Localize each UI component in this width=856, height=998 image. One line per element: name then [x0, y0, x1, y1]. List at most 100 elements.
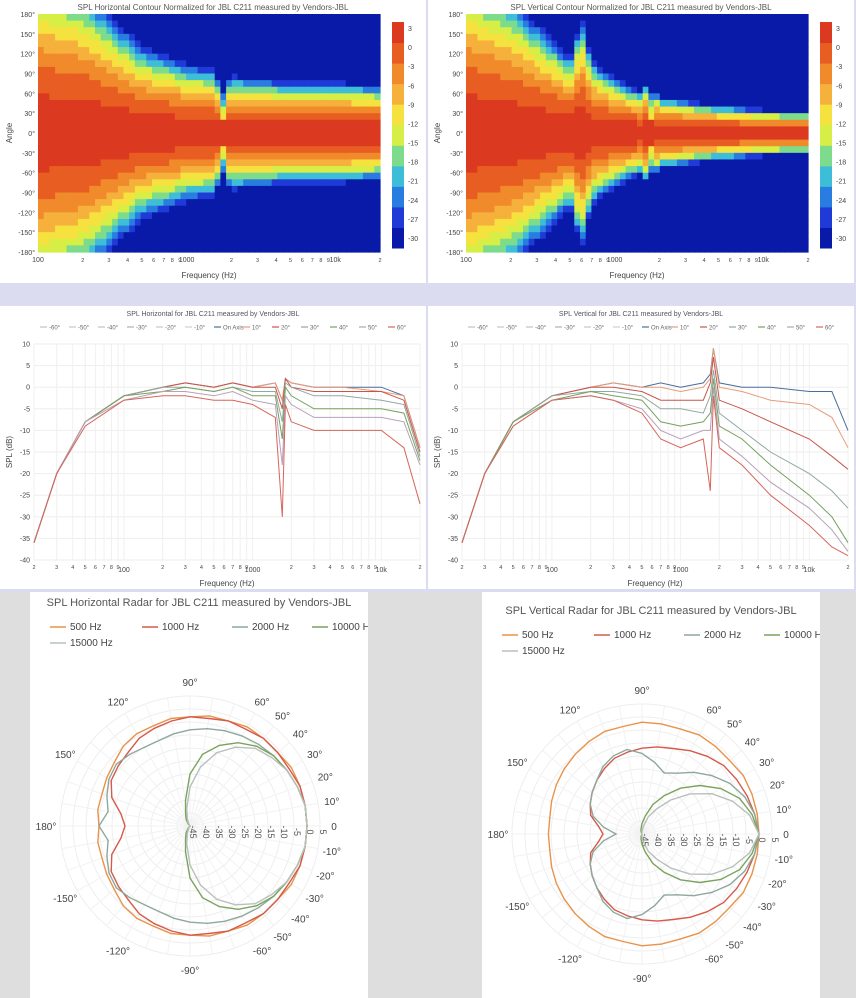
heatmap-cell	[305, 139, 313, 147]
heatmap-cell	[676, 199, 684, 207]
heatmap-cell	[362, 172, 370, 180]
heatmap-cell	[580, 205, 587, 213]
heatmap-cell	[43, 245, 50, 253]
heatmap-cell	[191, 185, 199, 194]
heatmap-cell	[517, 185, 524, 194]
heatmap-cell	[152, 238, 159, 246]
heatmap-cell	[796, 166, 803, 174]
heatmap-cell	[545, 152, 553, 161]
heatmap-cell	[214, 133, 221, 141]
heatmap-cell	[739, 99, 746, 108]
heatmap-cell	[574, 238, 581, 246]
heatmap-cell	[773, 152, 781, 161]
heatmap-cell	[728, 126, 735, 134]
heatmap-cell	[756, 27, 763, 35]
heatmap-cell	[790, 126, 798, 134]
heatmap-cell	[140, 172, 147, 180]
heatmap-cell	[665, 146, 672, 154]
heatmap-cell	[511, 232, 518, 240]
heatmap-cell	[89, 185, 96, 194]
heatmap-cell	[654, 185, 661, 194]
heatmap-cell	[488, 172, 496, 180]
heatmap-cell	[163, 106, 170, 114]
heatmap-cell	[362, 192, 370, 200]
heatmap-cell	[568, 139, 575, 147]
heatmap-cell	[77, 113, 85, 121]
heatmap-cell	[733, 166, 741, 174]
heatmap-cell	[671, 225, 678, 233]
heatmap-cell	[716, 146, 724, 154]
heatmap-cell	[483, 245, 490, 253]
angular-tick-label: 20°	[770, 781, 785, 792]
heatmap-cell	[55, 53, 62, 61]
heatmap-cell	[779, 166, 786, 174]
heatmap-cell	[231, 159, 239, 167]
heatmap-cell	[802, 133, 809, 141]
heatmap-cell	[562, 60, 570, 68]
heatmap-cell	[562, 106, 570, 114]
heatmap-cell	[528, 212, 535, 220]
heatmap-cell	[231, 47, 239, 55]
heatmap-cell	[659, 27, 667, 35]
heatmap-cell	[466, 179, 473, 187]
heatmap-cell	[488, 212, 496, 220]
heatmap-cell	[83, 40, 90, 48]
heatmap-cell	[671, 185, 678, 194]
heatmap-cell	[528, 238, 535, 246]
heatmap-cell	[214, 73, 221, 81]
heatmap-cell	[106, 33, 113, 42]
heatmap-cell	[648, 86, 655, 94]
heatmap-cell	[72, 192, 79, 200]
heatmap-cell	[654, 80, 661, 88]
heatmap-cell	[466, 47, 473, 55]
legend-label: -60°	[49, 326, 61, 332]
heatmap-cell	[334, 133, 341, 141]
heatmap-cell	[523, 232, 530, 240]
heatmap-cell	[802, 33, 809, 42]
x-tick-label: 3	[483, 565, 486, 571]
heatmap-cell	[574, 152, 581, 161]
heatmap-cell	[112, 73, 119, 81]
heatmap-cell	[243, 245, 250, 253]
heatmap-cell	[511, 139, 518, 147]
heatmap-cell	[55, 205, 62, 213]
heatmap-cell	[43, 199, 50, 207]
heatmap-cell	[682, 86, 689, 94]
heatmap-cell	[294, 60, 301, 68]
heatmap-cell	[83, 99, 90, 108]
heatmap-cell	[43, 14, 50, 22]
heatmap-cell	[739, 106, 746, 114]
heatmap-cell	[671, 20, 678, 28]
heatmap-cell	[790, 225, 798, 233]
x-tick-label: 6	[522, 565, 525, 571]
heatmap-cell	[745, 106, 752, 114]
heatmap-cell	[631, 27, 638, 35]
heatmap-cell	[608, 126, 615, 134]
heatmap-cell	[705, 27, 712, 35]
heatmap-cell	[517, 20, 524, 28]
heatmap-cell	[728, 238, 735, 246]
heatmap-cell	[466, 225, 473, 233]
heatmap-cell	[49, 152, 56, 161]
heatmap-cell	[722, 205, 729, 213]
heatmap-cell	[619, 139, 627, 147]
heatmap-cell	[682, 20, 689, 28]
grid-spoke	[189, 802, 319, 827]
heatmap-cell	[351, 172, 358, 180]
heatmap-cell	[619, 133, 627, 141]
heatmap-cell	[699, 113, 706, 121]
heatmap-cell	[790, 93, 798, 101]
heatmap-cell	[123, 126, 130, 134]
heatmap-cell	[745, 172, 752, 180]
heatmap-cell	[779, 126, 786, 134]
colorbar-tick-label: -18	[836, 160, 846, 167]
heatmap-cell	[711, 245, 718, 253]
heatmap-cell	[540, 166, 547, 174]
heatmap-cell	[226, 159, 233, 167]
grid-spoke	[558, 833, 643, 934]
heatmap-cell	[545, 192, 553, 200]
heatmap-cell	[368, 172, 375, 180]
heatmap-cell	[779, 27, 786, 35]
heatmap-cell	[745, 86, 752, 94]
heatmap-cell	[682, 14, 689, 22]
